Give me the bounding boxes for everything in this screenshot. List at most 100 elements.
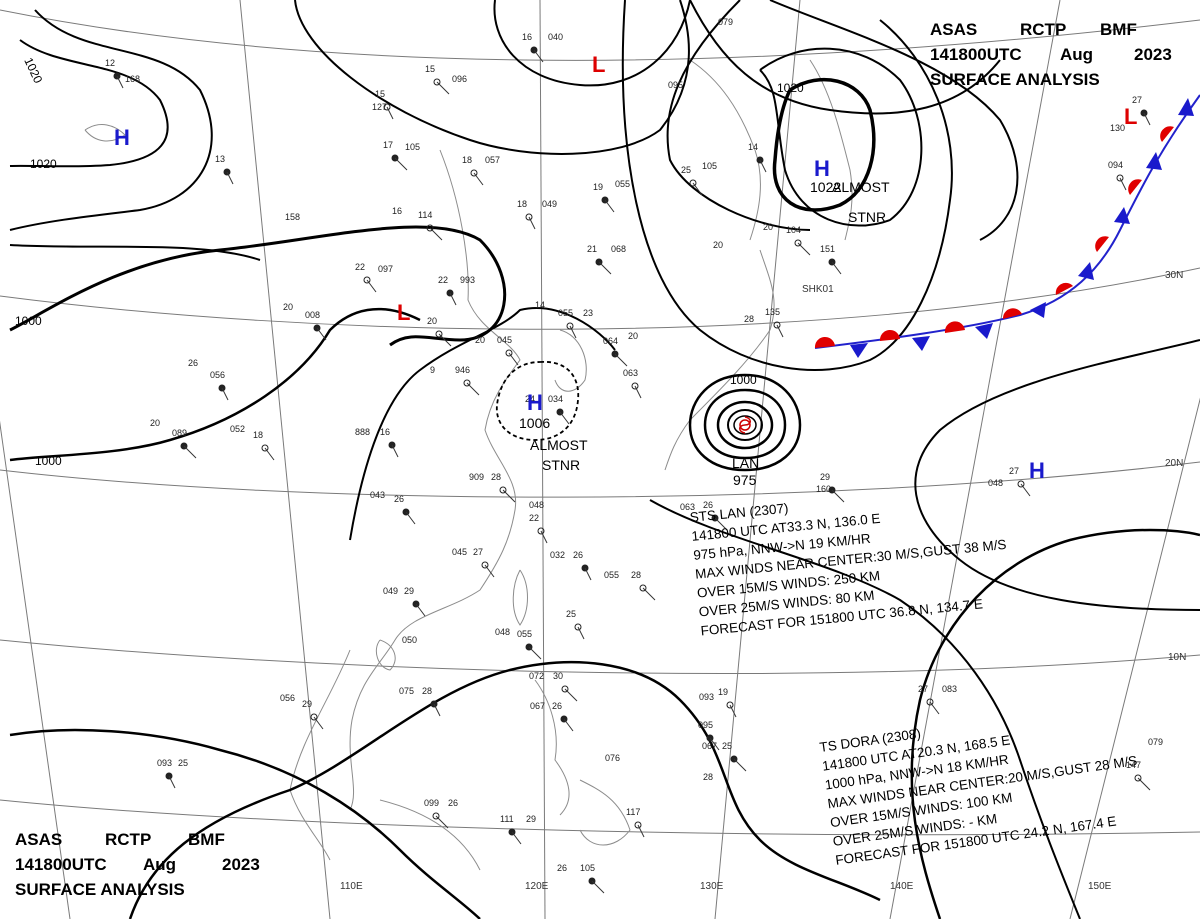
station-value: 17: [383, 140, 393, 150]
station-value: 089: [172, 428, 187, 438]
station-value: 043: [370, 490, 385, 500]
station-dot: [261, 444, 269, 452]
lon-label-120e: 120E: [525, 881, 549, 892]
station-value: 056: [280, 693, 295, 703]
high-center: H: [1029, 458, 1045, 483]
station-value: 25: [566, 609, 576, 619]
station-value: 048: [495, 627, 510, 637]
wind-barb: [226, 171, 234, 185]
lat-label-30n: 30N: [1165, 270, 1183, 281]
high-center: H: [527, 390, 543, 415]
station-value: 083: [942, 684, 957, 694]
isobar-pacific-east: [910, 528, 1200, 919]
station-value: 151: [820, 244, 835, 254]
station-value: 16: [380, 427, 390, 437]
station-value: 14: [535, 300, 545, 310]
station-value: 29: [404, 586, 414, 596]
lon-line-110e: [239, 0, 331, 919]
wind-barb: [577, 626, 585, 640]
wind-barb: [429, 227, 443, 241]
header-top-month: Aug: [1060, 45, 1093, 64]
wind-barb: [797, 242, 811, 256]
station-dot: [794, 239, 802, 247]
wind-barb: [116, 75, 124, 89]
lon-label-140e: 140E: [890, 881, 914, 892]
station-value: 067: [530, 701, 545, 711]
station-value: 20: [427, 316, 437, 326]
header-top-time: 141800UTC: [930, 45, 1022, 64]
isobar-1020-hokkaido: [759, 47, 923, 227]
high-center: H: [814, 156, 830, 181]
hainan: [375, 639, 396, 671]
wind-barb: [438, 333, 452, 347]
station-dot: [525, 213, 533, 221]
wind-barb: [183, 445, 197, 459]
station-value: 28: [631, 570, 641, 580]
station-value: 104: [786, 225, 801, 235]
station-value: 160: [816, 484, 831, 494]
station-value: 008: [305, 310, 320, 320]
japan-honshu: [664, 249, 775, 471]
station-value: 20: [763, 222, 773, 232]
station-value: 034: [548, 394, 563, 404]
station-value: 16: [522, 32, 532, 42]
header-bottom-title: SURFACE ANALYSIS: [15, 880, 185, 899]
station-value: 22: [529, 513, 539, 523]
almost-stnr-note: STNR: [542, 457, 580, 473]
wind-barb: [729, 704, 737, 718]
wind-barb: [405, 511, 416, 525]
station-value: 067: [702, 741, 717, 751]
isobar-1020-west-a: [9, 39, 169, 168]
front-warm-semicircles: [814, 126, 1174, 348]
wind-barb: [559, 411, 570, 425]
low-center: L: [1124, 104, 1137, 129]
lon-line-150e: [1069, 397, 1200, 919]
wind-barb: [415, 603, 426, 617]
wind-barb: [564, 688, 578, 702]
isobar-typhoon-3: [716, 400, 774, 450]
station-dot: [1134, 774, 1142, 782]
station-dot: [566, 322, 574, 330]
station-dot: [383, 103, 391, 111]
isobar-south-1: [128, 661, 881, 919]
wind-barb: [528, 216, 536, 230]
isobar-west-outer: [9, 9, 213, 231]
wind-barb: [1137, 777, 1151, 791]
station-value: 096: [452, 74, 467, 84]
isobar-typhoon-1: [688, 373, 802, 472]
header-bottom: ASAS RCTP BMF 141800UTC Aug 2023 SURFACE…: [15, 830, 260, 899]
station-dot: [435, 330, 443, 338]
wind-barb: [386, 106, 394, 120]
station-dot: [505, 349, 513, 357]
station-dot: [634, 821, 642, 829]
wind-barb: [591, 880, 605, 894]
station-value: 135: [765, 307, 780, 317]
wind-barb: [484, 564, 495, 578]
wind-barb: [929, 701, 940, 715]
almost-stnr-note: ALMOST: [530, 437, 588, 453]
station-value: 057: [485, 155, 500, 165]
station-value: 28: [703, 772, 713, 782]
wind-barb: [831, 489, 845, 503]
isobar-high-dashed: [496, 361, 580, 441]
station-dot: [926, 698, 934, 706]
front-line: [814, 94, 1200, 349]
latitude-lines: [0, 9, 1200, 836]
station-value: 105: [580, 863, 595, 873]
header-top-product: ASAS: [930, 20, 977, 39]
station-value: 130: [1110, 123, 1125, 133]
lat-line-40n: [0, 9, 1200, 61]
station-value: 25: [681, 165, 691, 175]
station-value: 093: [699, 692, 714, 702]
vietnam-coast: [289, 649, 351, 861]
lat-line-30n: [0, 267, 1200, 330]
station-dot: [1017, 480, 1025, 488]
wind-barb: [264, 447, 275, 461]
wind-barb: [540, 530, 548, 544]
coastlines: [84, 59, 853, 871]
header-bottom-month: Aug: [143, 855, 176, 874]
isobar-pacific-east-2: [914, 339, 1200, 611]
header-top-center: RCTP: [1020, 20, 1066, 39]
station-value: 045: [497, 335, 512, 345]
